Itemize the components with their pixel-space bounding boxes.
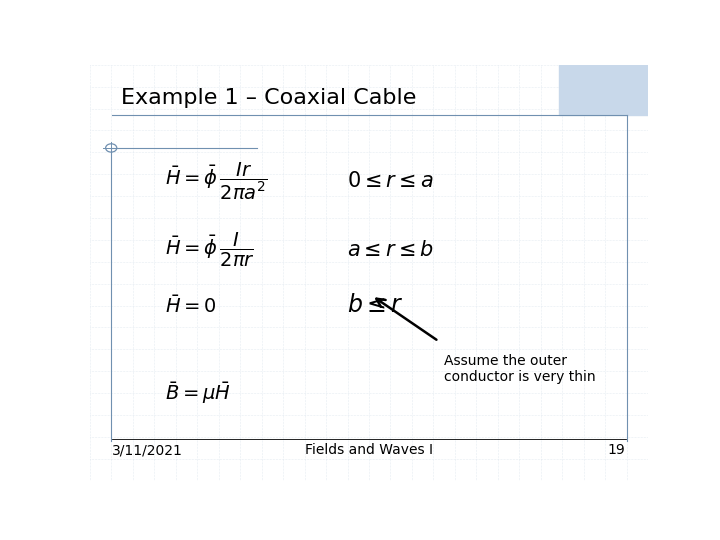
Text: 3/11/2021: 3/11/2021 — [112, 443, 183, 457]
Text: Assume the outer
conductor is very thin: Assume the outer conductor is very thin — [444, 354, 596, 384]
Bar — [559, 65, 648, 114]
Text: $0 \leq r \leq a$: $0 \leq r \leq a$ — [347, 171, 433, 191]
Text: 19: 19 — [608, 443, 626, 457]
Text: Example 1 – Coaxial Cable: Example 1 – Coaxial Cable — [121, 87, 416, 107]
Text: $\bar{H} = \bar{\phi}\,\dfrac{I}{2\pi r}$: $\bar{H} = \bar{\phi}\,\dfrac{I}{2\pi r}… — [166, 231, 255, 269]
Text: $\bar{H} = 0$: $\bar{H} = 0$ — [166, 295, 217, 317]
Text: $\bar{H} = \bar{\phi}\,\dfrac{Ir}{2\pi a^2}$: $\bar{H} = \bar{\phi}\,\dfrac{Ir}{2\pi a… — [166, 160, 268, 202]
Text: $a \leq r \leq b$: $a \leq r \leq b$ — [347, 240, 433, 260]
Text: Fields and Waves I: Fields and Waves I — [305, 443, 433, 457]
Text: $\bar{B} = \mu\bar{H}$: $\bar{B} = \mu\bar{H}$ — [166, 380, 231, 406]
Text: $b \leq r$: $b \leq r$ — [347, 294, 404, 318]
